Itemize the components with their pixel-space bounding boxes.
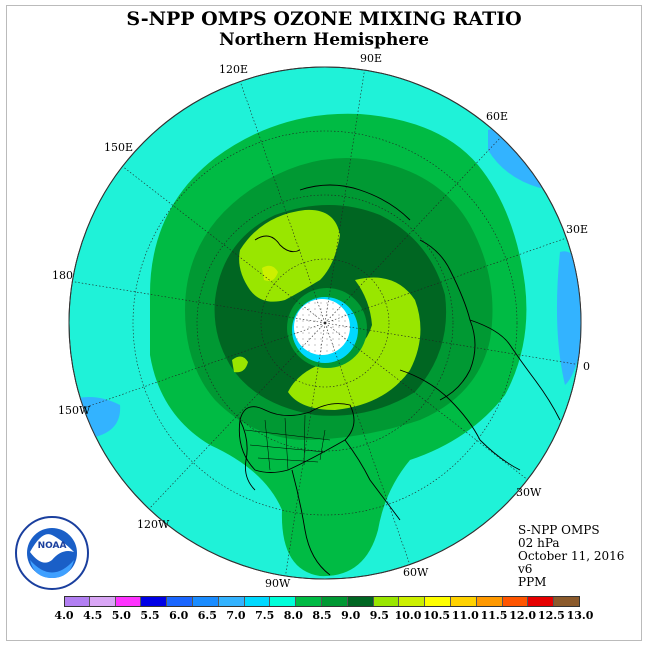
colorbar-tick-label: 12.5 bbox=[537, 609, 565, 622]
lon-label-60e: 60E bbox=[486, 110, 508, 123]
colorbar-tick-label: 11.0 bbox=[451, 609, 479, 622]
info-date: October 11, 2016 bbox=[518, 549, 625, 563]
map-subtitle: Northern Hemisphere bbox=[219, 30, 429, 50]
contour-9.5-maximum-pacific bbox=[288, 277, 421, 410]
colorbar-swatch bbox=[167, 596, 193, 607]
coastlines bbox=[238, 184, 561, 576]
colorbar-swatch bbox=[270, 596, 297, 607]
info-instrument: S-NPP OMPS bbox=[518, 523, 600, 537]
colorbar-swatch bbox=[141, 596, 168, 607]
product-info: S-NPP OMPS 02 hPa October 11, 2016 v6 PP… bbox=[518, 524, 624, 589]
colorbar-tick-label: 7.5 bbox=[255, 609, 275, 622]
colorbar-swatch bbox=[193, 596, 219, 607]
lon-label-150w: 150W bbox=[58, 404, 91, 417]
colorbar-tick-label: 5.5 bbox=[140, 609, 160, 622]
contour-9.5-small-patch bbox=[232, 356, 248, 373]
colorbar-border bbox=[64, 596, 580, 607]
colorbar-swatch bbox=[476, 596, 503, 607]
colorbar-tick-label: 9.0 bbox=[341, 609, 361, 622]
lon-label-60w: 60W bbox=[403, 566, 429, 579]
colorbar-swatch bbox=[64, 596, 90, 607]
colorbar-tick-label: 10.5 bbox=[423, 609, 451, 622]
lon-label-30w: 30W bbox=[516, 486, 542, 499]
colorbar-tick-label: 6.0 bbox=[169, 609, 189, 622]
colorbar-tick-label: 12.0 bbox=[509, 609, 537, 622]
colorbar-tick-label: 7.0 bbox=[226, 609, 246, 622]
colorbar-tick-label: 13.0 bbox=[566, 609, 594, 622]
colorbar-tick-label: 8.0 bbox=[283, 609, 303, 622]
colorbar-tick-label: 9.5 bbox=[369, 609, 389, 622]
info-pressure: 02 hPa bbox=[518, 536, 560, 550]
lon-label-0: 0 bbox=[583, 360, 590, 373]
colorbar-swatch bbox=[451, 596, 477, 607]
colorbar-swatch bbox=[115, 596, 142, 607]
lon-label-90e: 90E bbox=[360, 52, 382, 65]
map-title: S-NPP OMPS OZONE MIXING RATIO bbox=[126, 8, 522, 30]
colorbar-tick-label: 10.0 bbox=[394, 609, 422, 622]
info-units: PPM bbox=[518, 575, 547, 589]
colorbar-swatch bbox=[502, 596, 529, 607]
colorbar-swatch bbox=[399, 596, 426, 607]
lon-label-150e: 150E bbox=[104, 141, 133, 154]
colorbar-swatch bbox=[528, 596, 555, 607]
colorbar-swatch bbox=[425, 596, 451, 607]
colorbar-tick-label: 6.5 bbox=[197, 609, 217, 622]
colorbar-swatch bbox=[322, 596, 348, 607]
colorbar-tick-label: 8.5 bbox=[312, 609, 332, 622]
colorbar-swatch bbox=[347, 596, 374, 607]
colorbar-tick-label: 4.0 bbox=[54, 609, 74, 622]
lon-label-180: 180 bbox=[52, 269, 73, 282]
colorbar-tick-label: 5.0 bbox=[111, 609, 131, 622]
colorbar-swatch bbox=[218, 596, 245, 607]
colorbar-swatch bbox=[373, 596, 400, 607]
plot-frame bbox=[6, 5, 642, 641]
lon-label-90w: 90W bbox=[265, 577, 291, 590]
lon-label-120e: 120E bbox=[219, 63, 248, 76]
lon-label-120w: 120W bbox=[137, 518, 170, 531]
colorbar-swatch bbox=[244, 596, 271, 607]
colorbar-swatch bbox=[296, 596, 322, 607]
colorbar-tick-label: 11.5 bbox=[480, 609, 508, 622]
info-version: v6 bbox=[518, 562, 533, 576]
noaa-logo-text: NOAA bbox=[38, 541, 67, 551]
colorbar-swatch bbox=[89, 596, 116, 607]
state-boundaries bbox=[244, 414, 331, 471]
disk-outline bbox=[68, 66, 582, 580]
colorbar-tick-label: 4.5 bbox=[83, 609, 103, 622]
lon-label-30e: 30E bbox=[566, 223, 588, 236]
noaa-logo: NOAA bbox=[15, 516, 89, 590]
graticule bbox=[69, 67, 581, 579]
